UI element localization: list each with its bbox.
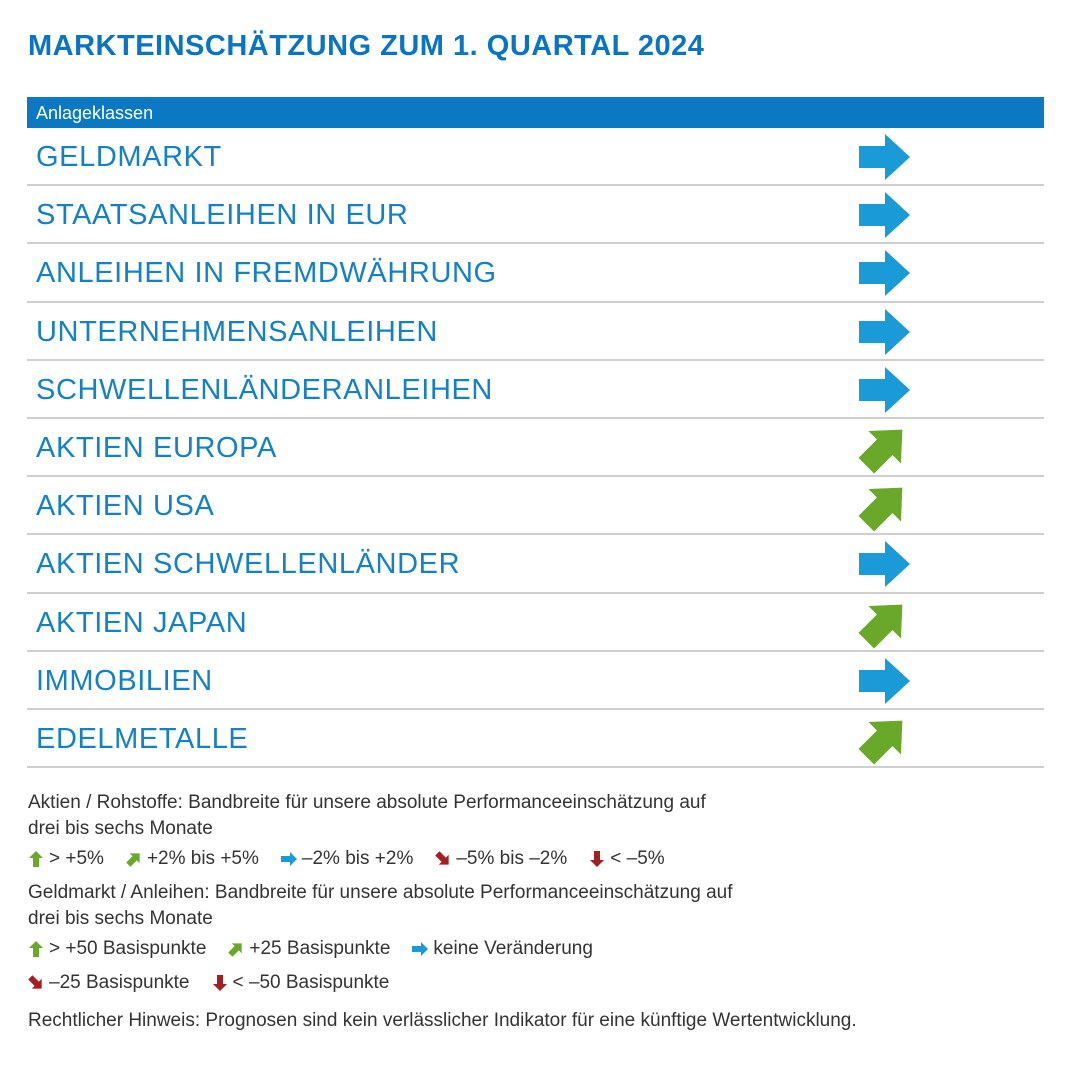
asset-class-label: STAATSANLEIHEN IN EUR <box>36 199 409 232</box>
table-row: SCHWELLENLÄNDERANLEIHEN <box>27 361 1044 419</box>
page-title: MARKTEINSCHÄTZUNG ZUM 1. QUARTAL 2024 <box>28 30 705 62</box>
equities-legend-text-2: drei bis sechs Monate <box>28 818 213 839</box>
arrow-up-right-icon <box>228 940 249 958</box>
legend-item: > +50 Basispunkte <box>28 936 206 962</box>
legend-item: +2% bis +5% <box>126 846 259 872</box>
table-row: STAATSANLEIHEN IN EUR <box>27 186 1044 245</box>
arrow-right-icon <box>853 189 913 241</box>
legend-item-label: < –50 Basispunkte <box>232 972 390 993</box>
equities-legend-text-1: Aktien / Rohstoffe: Bandbreite für unser… <box>28 792 706 813</box>
table-row: AKTIEN USA <box>27 477 1044 536</box>
asset-class-table: Anlageklassen GELDMARKT STAATSANLEIHEN IN… <box>27 97 1044 769</box>
asset-class-label: SCHWELLENLÄNDERANLEIHEN <box>36 373 493 406</box>
arrow-up-right-icon <box>853 480 913 532</box>
table-row: EDELMETALLE <box>27 710 1044 769</box>
legend-item-label: > +50 Basispunkte <box>49 938 207 959</box>
arrow-right-icon <box>853 306 913 358</box>
arrow-right-icon <box>412 940 433 958</box>
legend-item-label: –2% bis +2% <box>301 848 414 869</box>
legend-item: –2% bis +2% <box>280 846 414 872</box>
legend: Aktien / Rohstoffe: Bandbreite für unser… <box>28 790 1058 1034</box>
table-header: Anlageklassen <box>27 97 1044 128</box>
table-row: AKTIEN EUROPA <box>27 419 1044 478</box>
legend-item-label: +25 Basispunkte <box>249 938 391 959</box>
arrow-up-right-icon <box>853 597 913 649</box>
asset-class-label: AKTIEN SCHWELLENLÄNDER <box>36 548 461 581</box>
legend-item: > +5% <box>28 846 104 872</box>
table-row: GELDMARKT <box>27 128 1044 187</box>
table-row: AKTIEN JAPAN <box>27 594 1044 652</box>
arrow-right-icon <box>853 131 913 183</box>
legend-item-label: < –5% <box>610 848 665 869</box>
bonds-legend-items-row-1: > +50 Basispunkte +25 Basispunkte keine Ve… <box>28 932 1058 966</box>
asset-class-label: IMMOBILIEN <box>36 664 213 697</box>
disclaimer: Rechtlicher Hinweis: Prognosen sind kein… <box>28 1010 857 1031</box>
legend-item: –25 Basispunkte <box>28 970 190 996</box>
bonds-legend-text-2: drei bis sechs Monate <box>28 908 213 929</box>
legend-item: –5% bis –2% <box>435 846 567 872</box>
asset-class-label: AKTIEN JAPAN <box>36 606 248 639</box>
legend-item: keine Veränderung <box>412 936 593 962</box>
legend-item: < –5% <box>589 846 665 872</box>
asset-class-label: GELDMARKT <box>36 141 222 173</box>
arrow-right-icon <box>280 850 302 868</box>
legend-item-label: –25 Basispunkte <box>49 972 190 993</box>
arrow-up-right-icon <box>853 713 913 765</box>
table-row: UNTERNEHMENSANLEIHEN <box>27 303 1044 361</box>
arrow-up-right-icon <box>853 422 913 474</box>
equities-legend-items: > +5% +2% bis +5% –2% bis +2% –5% bis –2% < … <box>28 842 1058 876</box>
legend-item: +25 Basispunkte <box>228 936 390 962</box>
arrow-right-icon <box>853 247 913 299</box>
asset-class-label: ANLEIHEN IN FREMDWÄHRUNG <box>36 257 497 290</box>
asset-class-label: AKTIEN USA <box>36 490 215 523</box>
arrow-up-icon <box>28 940 49 958</box>
legend-item-label: keine Veränderung <box>433 938 593 959</box>
arrow-right-icon <box>853 538 913 590</box>
arrow-up-icon <box>28 850 49 868</box>
legend-item: < –50 Basispunkte <box>212 970 390 996</box>
arrow-down-icon <box>212 974 233 992</box>
arrow-right-icon <box>853 655 913 707</box>
arrow-right-icon <box>853 364 913 416</box>
arrow-down-icon <box>589 850 610 868</box>
bonds-legend-text-1: Geldmarkt / Anleihen: Bandbreite für uns… <box>28 882 733 903</box>
asset-class-label: AKTIEN EUROPA <box>36 431 277 464</box>
arrow-up-right-icon <box>126 850 147 868</box>
bonds-legend-items-row-2: –25 Basispunkte < –50 Basispunkte <box>28 966 1058 1000</box>
legend-item-label: > +5% <box>49 848 104 869</box>
table-rows: GELDMARKT STAATSANLEIHEN IN EUR ANLEIHEN I… <box>27 128 1044 769</box>
legend-item-label: +2% bis +5% <box>146 848 259 869</box>
asset-class-label: UNTERNEHMENSANLEIHEN <box>36 315 438 348</box>
arrow-down-right-icon <box>28 974 49 992</box>
table-row: IMMOBILIEN <box>27 652 1044 710</box>
table-row: AKTIEN SCHWELLENLÄNDER <box>27 535 1044 594</box>
table-row: ANLEIHEN IN FREMDWÄHRUNG <box>27 244 1044 303</box>
arrow-down-right-icon <box>435 850 456 868</box>
asset-class-label: EDELMETALLE <box>36 722 249 755</box>
legend-item-label: –5% bis –2% <box>456 848 568 869</box>
